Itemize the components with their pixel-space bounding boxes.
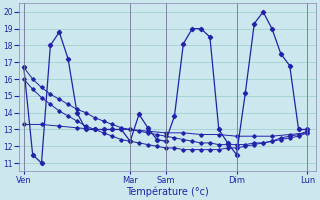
X-axis label: Température (°c): Température (°c) <box>126 186 209 197</box>
